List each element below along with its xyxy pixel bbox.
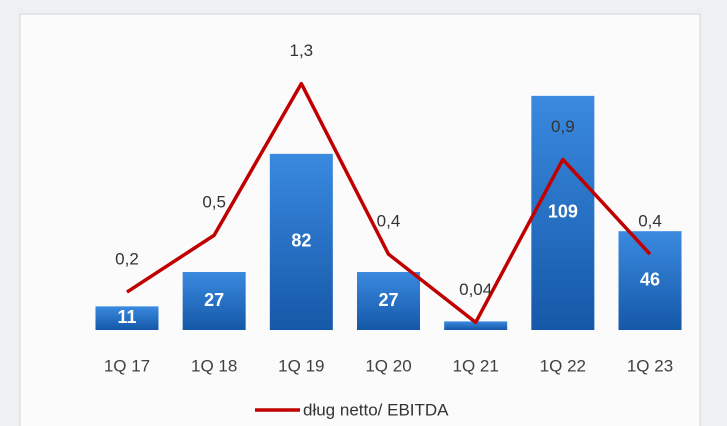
bar-label: 11 [117, 307, 136, 327]
x-tick-label: 1Q 18 [191, 356, 237, 375]
line-label: 0,2 [115, 250, 139, 269]
line-label: 0,04 [459, 280, 492, 299]
line [126, 81, 652, 325]
bar-label: 46 [640, 269, 660, 289]
line-label: 1,3 [290, 41, 314, 60]
bar-label: 27 [378, 290, 398, 310]
legend-label: dług netto/ EBITDA [303, 400, 449, 419]
bar-label: 27 [204, 290, 224, 310]
x-tick-label: 1Q 23 [627, 356, 673, 375]
x-tick-label: 1Q 17 [104, 356, 150, 375]
bar-label: 109 [548, 202, 578, 222]
bar [95, 306, 159, 330]
bar [531, 95, 595, 330]
line-label: 0,4 [377, 212, 401, 231]
line-label: 0,4 [638, 212, 662, 231]
x-tick-label: 1Q 20 [365, 356, 411, 375]
bar [182, 272, 246, 330]
bar [269, 153, 333, 330]
line-label: 0,5 [202, 193, 226, 212]
bar [444, 321, 508, 330]
x-tick-label: 1Q 21 [453, 356, 499, 375]
bar-label: 82 [291, 231, 311, 251]
x-tick-label: 1Q 19 [278, 356, 324, 375]
line-label: 0,9 [551, 117, 575, 136]
x-tick-label: 1Q 22 [540, 356, 586, 375]
bar [618, 231, 682, 330]
bar [357, 272, 420, 330]
